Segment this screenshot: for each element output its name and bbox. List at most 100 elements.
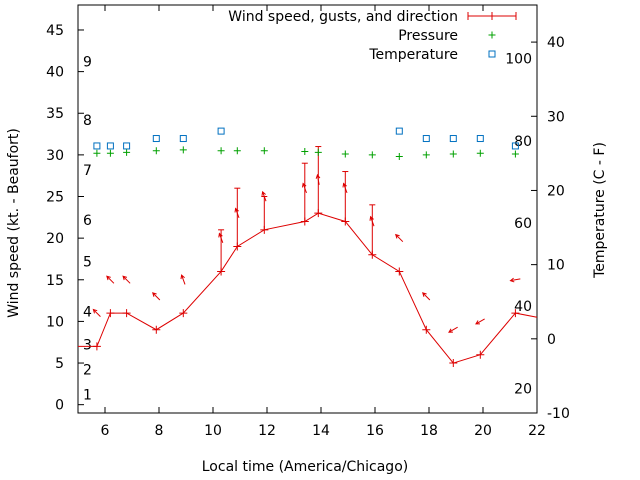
pressure-point [449,150,457,158]
pressure-point [123,148,131,156]
wind-speed-point [422,325,431,334]
wind-direction-arrow [261,190,267,202]
wind-speed-point [449,359,458,368]
pressure-point [233,147,241,155]
y2-tick-label: 0 [547,332,556,348]
wind-direction-arrow [448,326,458,333]
y-tick-label: 5 [55,356,64,372]
y-axis-label: Wind speed (kt. - Beaufort) [6,128,22,318]
tick-labels-layer: 6 8 10 12 14 16 18 20 22051015202530354045-10010… [46,23,570,439]
pressure-point [301,148,309,156]
wind-direction-arrow [342,182,348,194]
pressure-point [217,147,225,155]
x-tick-label: 8 [155,423,164,439]
wind-direction-arrow [218,232,224,244]
beaufort-label: 1 [83,388,92,404]
x-tick-label: 10 [204,423,222,439]
wind-direction-arrow [180,274,186,285]
x-tick-label: 6 [101,423,110,439]
wind-direction-arrow [122,275,131,284]
temperature-point [123,142,131,150]
x-tick-label: 20 [474,423,492,439]
wind-speed-point [152,325,161,334]
wind-direction-arrow [509,277,521,283]
wind-speed-point [92,342,101,351]
pressure-point [314,148,322,156]
temperature-point [106,142,114,150]
y-tick-label: 30 [46,148,64,164]
pressure-point [511,150,519,158]
y-tick-label: 0 [55,398,64,414]
wind-direction-arrow [369,215,375,227]
legend-label: Wind speed, gusts, and direction [228,9,458,25]
y-tick-label: 20 [46,231,64,247]
pressure-point [106,149,114,157]
legend-swatch-pressure [488,31,496,39]
y-tick-label: 45 [46,23,64,39]
plot-frame [77,4,538,414]
legend: Wind speed, gusts, and direction Pressure… [228,9,517,63]
y-tick-label: 40 [46,65,64,81]
legend-swatch-temperature [488,50,496,58]
pressure-point [368,151,376,159]
pressure-point [152,147,160,155]
beaufort-label: 3 [83,338,92,354]
temperature-point [179,135,187,143]
fahrenheit-label: 20 [514,382,532,398]
fahrenheit-label: 100 [505,51,532,67]
wind-speed-point [511,309,520,318]
temperature-point [511,142,519,150]
wind-speed-point [106,309,115,318]
fahrenheit-label: 40 [514,299,532,315]
wind-speed-point [122,309,131,318]
fahrenheit-label: 80 [514,134,532,150]
x-tick-label: 18 [420,423,438,439]
y2-tick-label: -10 [547,406,570,422]
wind-speed-point [476,350,485,359]
y2-tick-label: 30 [547,109,565,125]
y-tick-label: 10 [46,314,64,330]
temperature-point [449,135,457,143]
wind-speed-point [179,309,188,318]
y-tick-label: 35 [46,106,64,122]
wind-direction-arrow [301,182,307,194]
fahrenheit-label: 60 [514,216,532,232]
wind-direction-arrow [106,275,115,284]
x-axis-label: Local time (America/Chicago) [202,459,408,475]
beaufort-label: 9 [83,55,92,71]
wind-direction-arrow [92,308,101,317]
beaufort-label: 8 [83,113,92,129]
series-layer [78,127,538,368]
wind-direction-arrow [234,207,240,219]
y2-axis-label: Temperature (C - F) [592,142,608,279]
beaufort-label: 7 [83,163,92,179]
ticks-layer [78,5,538,414]
y2-tick-label: 40 [547,35,565,51]
pressure-point [260,147,268,155]
beaufort-label: 2 [83,363,92,379]
beaufort-label: 6 [83,213,92,229]
temperature-point [422,135,430,143]
x-tick-label: 12 [258,423,276,439]
wind-direction-arrow [315,173,321,185]
wind-direction-arrow [152,292,161,301]
plot-area-layer [77,4,538,414]
pressure-point [476,149,484,157]
wind-direction-arrow [395,233,404,243]
legend-label: Temperature [368,47,458,63]
pressure-point [422,151,430,159]
y-tick-label: 25 [46,190,64,206]
x-tick-label: 22 [528,423,546,439]
y2-tick-label: 20 [547,183,565,199]
wind-speed-point [395,267,404,276]
x-tick-label: 14 [312,423,330,439]
temperature-point [93,142,101,150]
temperature-point [395,127,403,135]
y-tick-label: 15 [46,273,64,289]
temperature-point [217,127,225,135]
pressure-point [395,153,403,161]
wind-direction-arrow [422,292,431,301]
legend-swatch-wind-point [488,12,496,20]
x-tick-label: 16 [366,423,384,439]
